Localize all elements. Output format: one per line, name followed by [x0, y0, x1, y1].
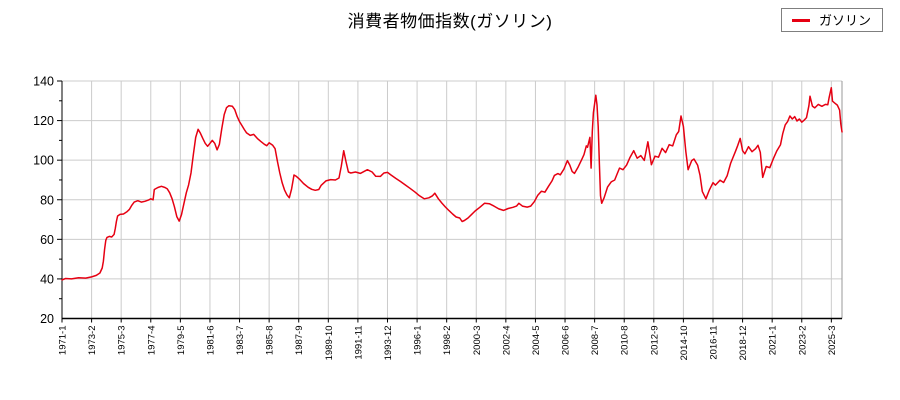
series-line — [61, 86, 843, 281]
x-tick-label: 1979-5 — [176, 326, 187, 356]
y-tick-labels: 20 40 60 80 100 120 140 — [33, 75, 54, 327]
legend-series-label: ガソリン — [818, 12, 871, 28]
x-tick-label: 2008-7 — [590, 326, 601, 356]
y-tick-label: 100 — [33, 154, 54, 168]
x-tick-label: 1981-6 — [205, 326, 216, 356]
y-tick-label: 60 — [40, 233, 54, 247]
x-tick-label: 2004-5 — [531, 326, 542, 356]
x-tick-label: 1985-8 — [265, 326, 276, 356]
x-tick-labels: 1971-1 1973-2 1975-3 1977-4 1979-5 1981-6 1983… — [58, 326, 838, 361]
x-tick-label: 2018-12 — [738, 326, 749, 361]
series-line-gasoline — [61, 86, 843, 281]
x-tick-label: 2025-3 — [827, 326, 838, 356]
y-tick-label: 120 — [33, 114, 54, 128]
x-tick-label: 2023-2 — [797, 326, 808, 356]
x-tick-label: 2010-8 — [620, 326, 631, 356]
grid-lines — [62, 80, 843, 319]
legend-box: ガソリン — [780, 8, 883, 32]
y-tick-label: 140 — [33, 75, 54, 89]
x-tick-label: 1983-7 — [235, 326, 246, 356]
y-tick-label: 20 — [40, 312, 54, 326]
x-tick-label: 1989-10 — [324, 326, 335, 361]
chart-title: 消費者物価指数(ガソリン) — [347, 12, 553, 31]
axis-ticks — [57, 80, 832, 323]
x-tick-label: 1993-12 — [383, 326, 394, 361]
y-tick-label: 40 — [40, 272, 54, 286]
x-tick-label: 1977-4 — [146, 326, 157, 356]
x-tick-label: 1987-9 — [294, 326, 305, 356]
y-tick-label: 80 — [40, 193, 54, 207]
legend-line-swatch — [791, 18, 810, 22]
x-tick-label: 1996-1 — [413, 326, 424, 356]
x-tick-label: 2016-11 — [708, 326, 719, 360]
x-tick-label: 2002-4 — [501, 326, 512, 356]
x-tick-label: 2014-10 — [679, 326, 690, 361]
x-tick-label: 1998-2 — [442, 326, 453, 356]
x-tick-label: 2012-9 — [649, 326, 660, 356]
x-tick-label: 1991-11 — [353, 326, 364, 360]
x-tick-label: 1975-3 — [117, 326, 128, 356]
x-tick-label: 1973-2 — [87, 326, 98, 356]
x-tick-label: 2006-6 — [561, 326, 572, 356]
x-tick-label: 2021-1 — [768, 326, 779, 356]
x-tick-label: 1971-1 — [58, 326, 69, 356]
x-tick-label: 2000-3 — [472, 326, 483, 356]
